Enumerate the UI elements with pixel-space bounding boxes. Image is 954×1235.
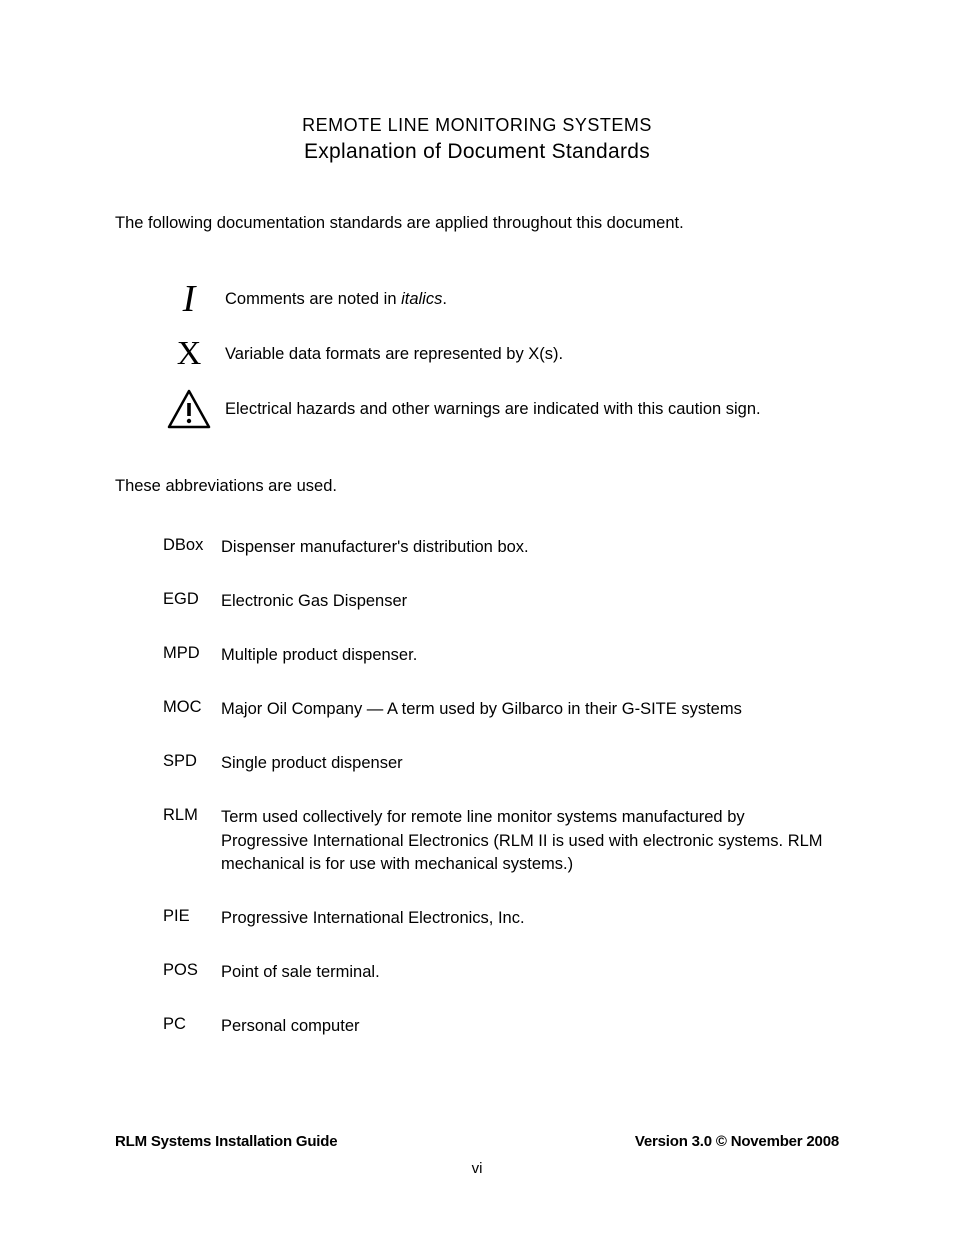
abbreviation-row: DBox Dispenser manufacturer's distributi… [163, 536, 839, 560]
standard-text: Variable data formats are represented by… [219, 345, 563, 364]
abbrev-term: MPD [163, 644, 221, 663]
abbrev-def: Dispenser manufacturer's distribution bo… [221, 536, 539, 560]
footer-version: Version 3.0 © November 2008 [635, 1133, 839, 1150]
abbreviation-row: POS Point of sale terminal. [163, 961, 839, 985]
abbrev-def: Point of sale terminal. [221, 961, 390, 985]
abbrev-term: EGD [163, 590, 221, 609]
abbreviation-row: SPD Single product dispenser [163, 752, 839, 776]
abbrev-term: PC [163, 1015, 221, 1034]
standard-text: Comments are noted in italics. [219, 290, 447, 309]
italic-icon: I [159, 277, 219, 321]
page-number: vi [115, 1160, 839, 1177]
abbreviation-row: PC Personal computer [163, 1015, 839, 1039]
abbreviations-list: DBox Dispenser manufacturer's distributi… [163, 536, 839, 1039]
abbrev-def: Single product dispenser [221, 752, 413, 776]
standards-list: I Comments are noted in italics. X Varia… [159, 277, 839, 431]
variable-icon: X [159, 335, 219, 373]
header-subtitle: Explanation of Document Standards [115, 140, 839, 164]
abbreviations-intro: These abbreviations are used. [115, 477, 839, 496]
standard-row: Electrical hazards and other warnings ar… [159, 387, 839, 431]
abbreviation-row: PIE Progressive International Electronic… [163, 907, 839, 931]
header-title: REMOTE LINE MONITORING SYSTEMS [115, 115, 839, 136]
abbreviation-row: MPD Multiple product dispenser. [163, 644, 839, 668]
document-footer: RLM Systems Installation Guide Version 3… [115, 1133, 839, 1177]
standard-row: X Variable data formats are represented … [159, 335, 839, 373]
abbrev-def: Progressive International Electronics, I… [221, 907, 535, 931]
document-header: REMOTE LINE MONITORING SYSTEMS Explanati… [115, 115, 839, 164]
abbreviation-row: MOC Major Oil Company — A term used by G… [163, 698, 839, 722]
caution-icon [159, 387, 219, 431]
abbrev-def: Major Oil Company — A term used by Gilba… [221, 698, 752, 722]
abbreviation-row: EGD Electronic Gas Dispenser [163, 590, 839, 614]
standard-row: I Comments are noted in italics. [159, 277, 839, 321]
abbrev-def: Personal computer [221, 1015, 370, 1039]
abbrev-term: POS [163, 961, 221, 980]
abbrev-def: Electronic Gas Dispenser [221, 590, 417, 614]
footer-doc-title: RLM Systems Installation Guide [115, 1133, 337, 1150]
abbrev-term: DBox [163, 536, 221, 555]
standard-text: Electrical hazards and other warnings ar… [219, 400, 761, 419]
abbrev-term: RLM [163, 806, 221, 825]
abbreviation-row: RLM Term used collectively for remote li… [163, 806, 839, 878]
abbrev-def: Multiple product dispenser. [221, 644, 427, 668]
intro-text: The following documentation standards ar… [115, 214, 839, 233]
abbrev-def: Term used collectively for remote line m… [221, 806, 839, 878]
abbrev-term: MOC [163, 698, 221, 717]
abbrev-term: PIE [163, 907, 221, 926]
abbrev-term: SPD [163, 752, 221, 771]
footer-row: RLM Systems Installation Guide Version 3… [115, 1133, 839, 1150]
